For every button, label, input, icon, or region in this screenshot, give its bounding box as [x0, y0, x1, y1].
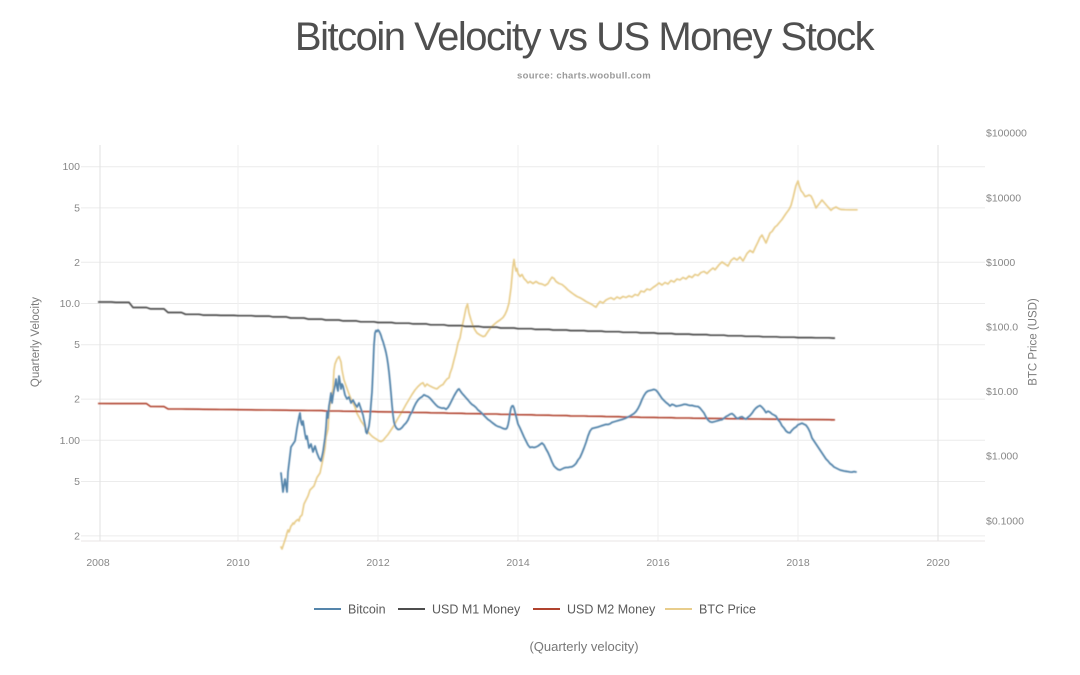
svg-text:$10.00: $10.00: [986, 386, 1018, 398]
svg-text:$10000: $10000: [986, 192, 1021, 204]
svg-text:2008: 2008: [86, 557, 110, 569]
svg-text:5: 5: [74, 476, 80, 488]
svg-text:Bitcoin: Bitcoin: [348, 603, 386, 617]
svg-text:(Quarterly velocity): (Quarterly velocity): [529, 639, 638, 654]
svg-text:2: 2: [74, 530, 80, 542]
svg-text:2: 2: [74, 257, 80, 269]
svg-text:USD M1 Money: USD M1 Money: [432, 603, 521, 617]
svg-text:USD M2 Money: USD M2 Money: [567, 603, 656, 617]
svg-text:1.00: 1.00: [60, 435, 81, 447]
svg-text:Quarterly Velocity: Quarterly Velocity: [30, 297, 42, 387]
svg-text:BTC Price (USD): BTC Price (USD): [1028, 298, 1040, 386]
svg-text:$100.0: $100.0: [986, 322, 1018, 334]
svg-text:BTC Price: BTC Price: [699, 603, 756, 617]
svg-text:$1.000: $1.000: [986, 451, 1018, 463]
svg-text:5: 5: [74, 339, 80, 351]
svg-text:Bitcoin Velocity vs US Money S: Bitcoin Velocity vs US Money Stock: [295, 15, 876, 59]
svg-text:$0.1000: $0.1000: [986, 515, 1024, 527]
svg-text:2014: 2014: [506, 557, 530, 569]
svg-text:2020: 2020: [926, 557, 950, 569]
svg-text:2018: 2018: [786, 557, 810, 569]
svg-text:source: charts.woobull.com: source: charts.woobull.com: [517, 71, 651, 82]
svg-text:$1000: $1000: [986, 257, 1015, 269]
svg-text:2010: 2010: [226, 557, 250, 569]
svg-text:2012: 2012: [366, 557, 390, 569]
svg-text:5: 5: [74, 202, 80, 214]
svg-text:10.0: 10.0: [60, 298, 81, 310]
svg-text:2016: 2016: [646, 557, 670, 569]
svg-text:100: 100: [62, 161, 80, 173]
svg-text:2: 2: [74, 394, 80, 406]
svg-text:$100000: $100000: [986, 128, 1027, 140]
